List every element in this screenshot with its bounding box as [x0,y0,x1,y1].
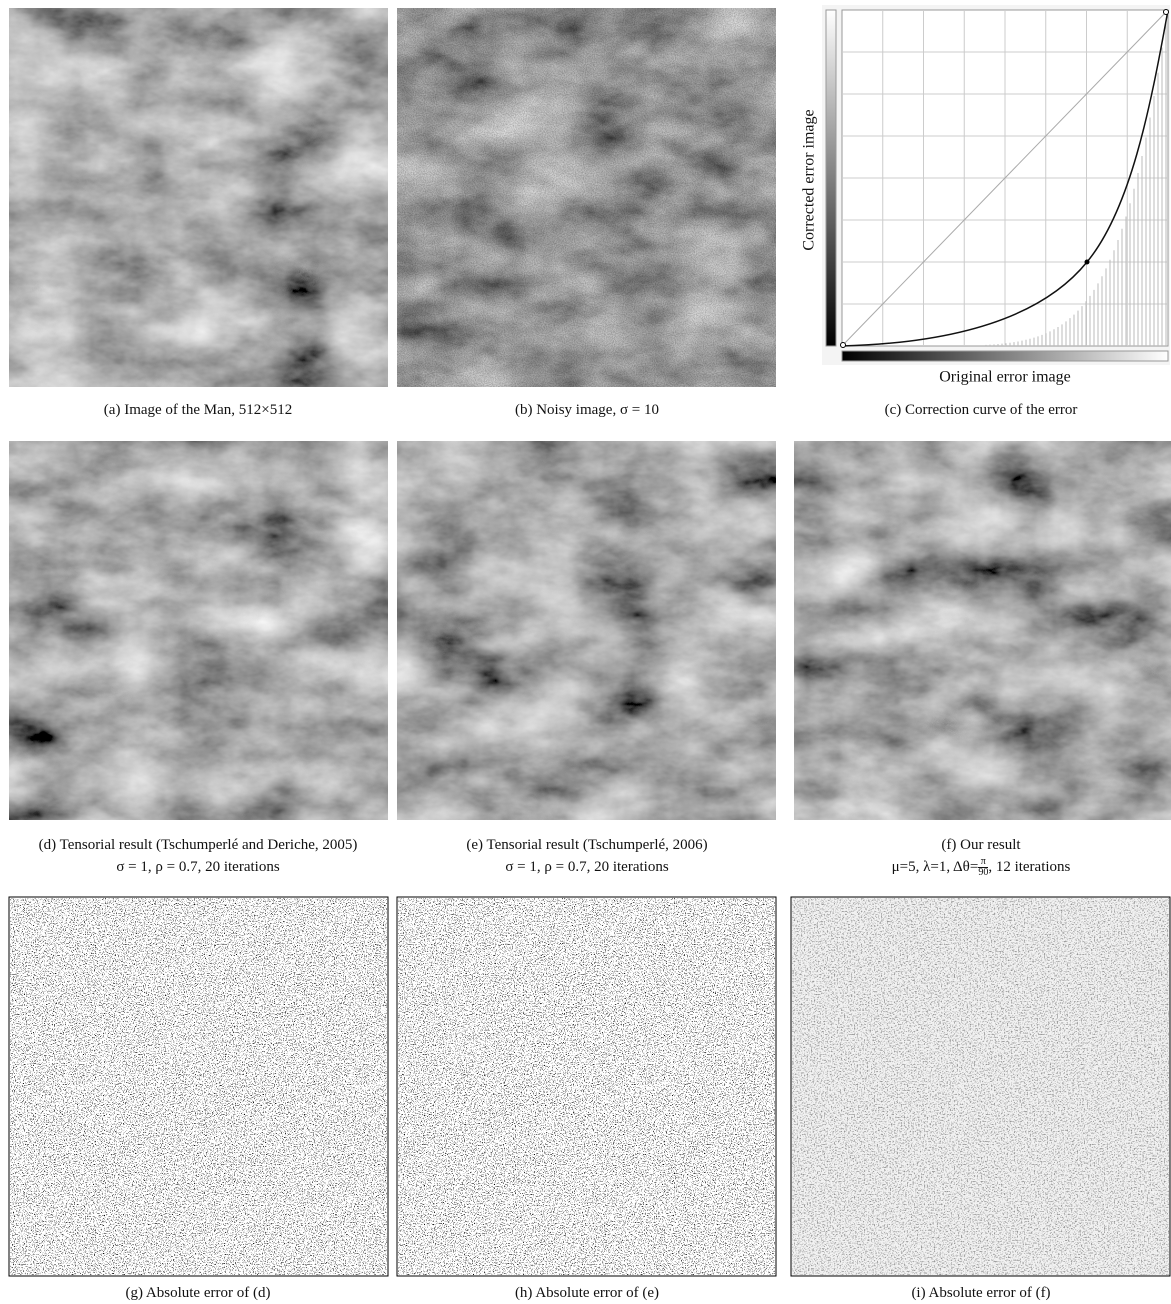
noisy-image [397,8,776,387]
caption: (e) Tensorial result (Tschumperlé, 2006)… [387,834,787,878]
caption: (g) Absolute error of (d) [0,1282,398,1304]
x-axis-label: Original error image [939,369,1071,386]
caption: (i) Absolute error of (f) [781,1282,1171,1304]
caption-line: σ = 1, ρ = 0.7, 20 iterations [0,856,398,878]
original-image [9,8,388,387]
caption-text: , 12 iterations [988,859,1070,875]
input-gradient [842,351,1168,361]
page: Corrected error image Original error ima… [0,0,1171,1304]
result-image [794,441,1171,820]
caption-text: μ=5, λ=1, Δθ= [892,859,979,875]
error-noise [10,898,387,1275]
caption-line: (f) Our result [781,834,1171,856]
control-point [841,343,846,348]
caption: (d) Tensorial result (Tschumperlé and De… [0,834,398,878]
result-image [9,441,388,820]
curve-panel: Corrected error image Original error ima… [801,5,1170,386]
output-gradient [826,10,836,346]
result-image [397,441,776,820]
caption: (a) Image of the Man, 512×512 [0,399,398,421]
caption: (h) Absolute error of (e) [387,1282,787,1304]
denominator: 90 [978,868,988,878]
caption-line: (e) Tensorial result (Tschumperlé, 2006) [387,834,787,856]
caption: (c) Correction curve of the error [781,399,1171,421]
control-point [1164,10,1169,15]
figure: Corrected error image Original error ima… [0,0,1171,1304]
error-noise [792,898,1169,1275]
caption-line: σ = 1, ρ = 0.7, 20 iterations [387,856,787,878]
control-point [1085,260,1090,265]
caption: (b) Noisy image, σ = 10 [387,399,787,421]
caption-line: (d) Tensorial result (Tschumperlé and De… [0,834,398,856]
error-noise [398,898,775,1275]
y-axis-label: Corrected error image [801,109,818,250]
